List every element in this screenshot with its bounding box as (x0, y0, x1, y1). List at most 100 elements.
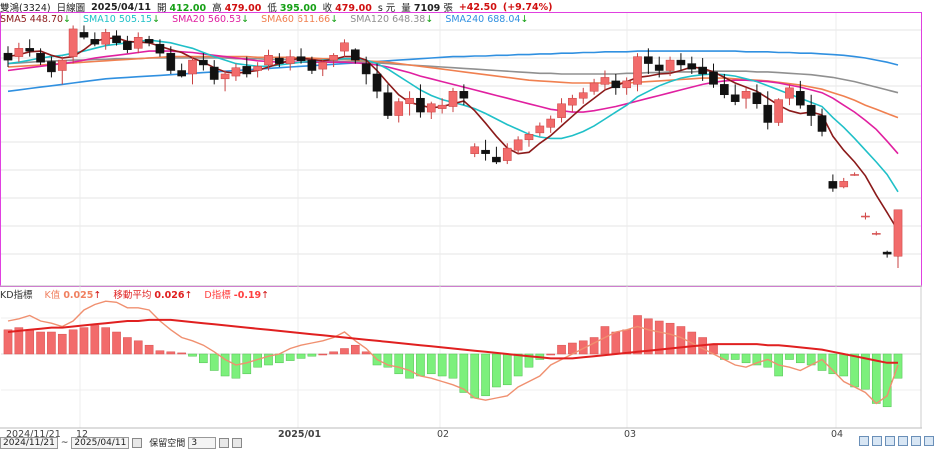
volume-unit: 張 (443, 3, 453, 14)
osc-bar (329, 351, 338, 355)
k-arrow: ↑ (93, 289, 102, 301)
osc-bar (633, 315, 642, 355)
osc-bar (882, 353, 892, 408)
osc-bar (220, 353, 230, 377)
candle-body (850, 174, 859, 176)
osc-bar (546, 353, 556, 356)
print-icon[interactable] (924, 436, 934, 446)
moving-average-line (7, 318, 898, 364)
keep-space-down-button[interactable] (232, 437, 243, 448)
osc-bar (36, 331, 45, 355)
candle-body (709, 71, 718, 85)
osc-bar (188, 353, 197, 357)
candle-body (785, 87, 794, 99)
zoom-out-icon[interactable] (872, 436, 882, 446)
candle-body (535, 125, 545, 134)
candle-body (774, 99, 783, 123)
ma-legend-name: SMA120 (350, 14, 393, 25)
osc-bar (79, 327, 89, 355)
x-label-0: 2024/11/21 (6, 429, 61, 440)
osc-bar (513, 353, 523, 377)
ma-legend-arrow: ↓ (152, 14, 161, 25)
ma-legend-name: SMA240 (445, 14, 488, 25)
close-label: 收 (322, 3, 333, 14)
candle-body (209, 66, 219, 80)
osc-bar (25, 329, 35, 355)
quote-date: 2025/04/11 (91, 1, 151, 13)
candle-body (242, 66, 252, 75)
osc-bar (166, 351, 176, 355)
candle-body (101, 32, 111, 45)
zoom-in-icon[interactable] (859, 436, 869, 446)
candle-body (611, 80, 621, 89)
settings-icon[interactable] (911, 436, 921, 446)
x-label-3: 02 (437, 429, 450, 440)
high-label: 高 (212, 3, 222, 14)
candle-body (893, 209, 903, 257)
candle-body (68, 28, 78, 57)
candle-body (220, 73, 230, 80)
candle-body (296, 56, 306, 62)
scroll-right-icon[interactable] (898, 436, 908, 446)
osc-bar (785, 353, 794, 360)
ma-line-sma120 (7, 57, 899, 94)
volume-value: 7109 (413, 3, 441, 14)
osc-bar (340, 348, 349, 355)
ma-legend-sma10: SMA10 505.15↓ (83, 14, 160, 25)
osc-bar (481, 353, 490, 397)
candle-body (448, 91, 458, 107)
from-date-field[interactable]: 2024/11/21 (0, 436, 58, 449)
ma-legend-name: SMA10 (83, 14, 119, 25)
candle-body (513, 139, 523, 151)
candle-body (253, 66, 262, 71)
candle-body (806, 104, 816, 116)
osc-bar (112, 331, 121, 355)
keep-space-field[interactable]: 3 (188, 436, 217, 449)
keep-space-up-button[interactable] (219, 437, 230, 448)
candle-body (622, 80, 631, 89)
ma-legend-arrow: ↓ (520, 14, 529, 25)
candle-body (720, 84, 729, 96)
candle-body (329, 55, 338, 61)
ma-legend-sma240: SMA240 688.04↓ (445, 14, 528, 25)
scroll-left-icon[interactable] (885, 436, 895, 446)
k-label: K值 (44, 289, 61, 301)
osc-bar (383, 353, 393, 368)
candle-body (394, 101, 404, 116)
osc-label: D指標 (204, 289, 231, 301)
osc-bar (828, 353, 838, 375)
osc-bar (14, 327, 24, 355)
osc-bar (155, 350, 165, 355)
candle-body (687, 63, 697, 70)
change-pct: (+9.74%) (502, 1, 553, 13)
to-date-field[interactable]: 2025/04/11 (71, 436, 130, 449)
osc-bar (101, 327, 111, 355)
candle-body (47, 61, 56, 73)
osc-bar (426, 353, 436, 375)
osc-bar (68, 329, 78, 355)
osc-bar (90, 325, 100, 355)
candle-body (644, 56, 653, 64)
open-label: 開 (156, 3, 167, 14)
candle-body (155, 43, 165, 54)
candle-body (416, 97, 425, 113)
kd-legend: KD指標 K值 0.025↑ 移動平均 0.026↑ D指標 -0.19↑ (0, 287, 936, 301)
osc-bar (394, 353, 404, 375)
chart-tools (859, 436, 934, 446)
candle-body (383, 92, 393, 116)
low-value: 395.00 (279, 3, 317, 14)
osc-bar (502, 353, 512, 386)
x-label-4: 03 (624, 429, 637, 440)
ma-legend-value: 505.15 (118, 14, 153, 25)
candle-body (285, 56, 295, 64)
osc-bar (524, 353, 534, 368)
apply-range-button[interactable] (132, 437, 143, 448)
candle-body (481, 149, 490, 154)
ma-legend-value: 611.66 (296, 14, 331, 25)
ma-legend-arrow: ↓ (330, 14, 339, 25)
candle-body (871, 233, 881, 235)
volume-label: 量 (401, 3, 411, 14)
x-label-5: 04 (831, 429, 844, 440)
candle-body (730, 94, 740, 102)
